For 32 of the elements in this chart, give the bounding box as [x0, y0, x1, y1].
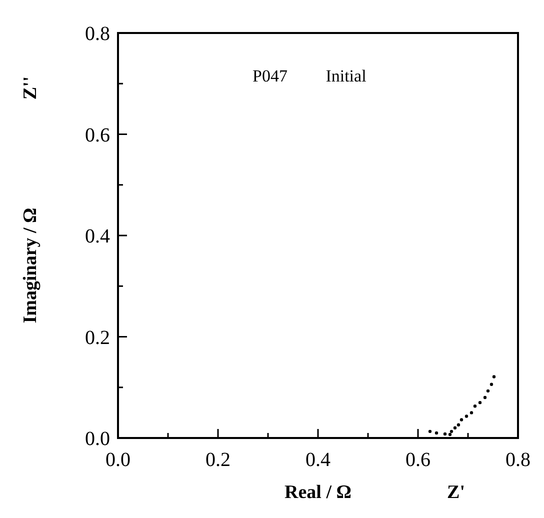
point	[492, 375, 496, 378]
text: Z''	[20, 76, 41, 100]
point	[434, 431, 438, 435]
point	[428, 430, 432, 434]
x-axis-title: Real / Ω	[284, 482, 352, 503]
x-tick-label: 0.8	[506, 449, 530, 471]
point	[478, 400, 482, 404]
point	[464, 414, 468, 418]
point	[453, 426, 457, 430]
point	[460, 418, 464, 422]
x-tick-label: 0.0	[106, 449, 130, 471]
point	[473, 404, 477, 408]
y-tick-label: 0.8	[85, 23, 110, 45]
point	[486, 389, 490, 393]
point	[456, 423, 460, 426]
point	[450, 430, 454, 434]
point	[470, 411, 474, 414]
y-tick-label: 0.0	[85, 428, 110, 450]
y-axis-title: Imaginary / Ω	[20, 208, 41, 324]
y-tick-label: 0.6	[85, 124, 110, 146]
x-tick-label: 0.2	[206, 449, 230, 471]
point	[443, 432, 447, 436]
annotation: P047	[252, 66, 288, 86]
point	[490, 382, 494, 386]
y-tick-label: 0.2	[85, 326, 110, 349]
point	[483, 396, 487, 400]
x-tick-label: 0.6	[406, 449, 430, 471]
text: Z'	[447, 482, 465, 503]
y-tick-label: 0.4	[85, 226, 110, 248]
annotation: Initial	[326, 66, 367, 86]
x-tick-label: 0.4	[306, 449, 330, 471]
point	[448, 432, 452, 436]
